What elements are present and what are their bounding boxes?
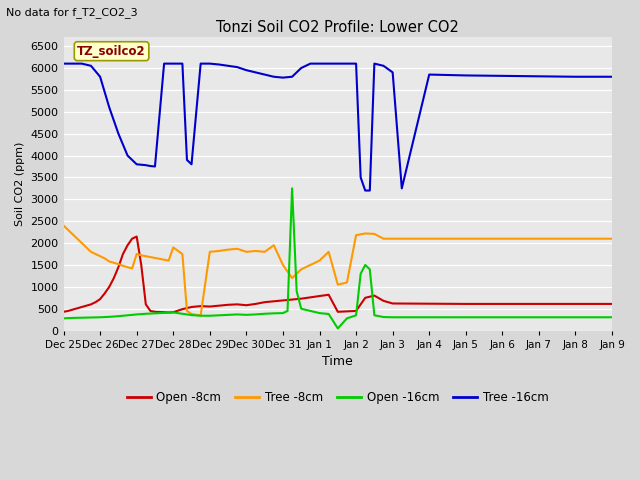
- X-axis label: Time: Time: [323, 355, 353, 368]
- Y-axis label: Soil CO2 (ppm): Soil CO2 (ppm): [15, 142, 25, 226]
- Text: TZ_soilco2: TZ_soilco2: [77, 45, 146, 58]
- Legend: Open -8cm, Tree -8cm, Open -16cm, Tree -16cm: Open -8cm, Tree -8cm, Open -16cm, Tree -…: [122, 386, 554, 409]
- Title: Tonzi Soil CO2 Profile: Lower CO2: Tonzi Soil CO2 Profile: Lower CO2: [216, 20, 460, 35]
- Text: No data for f_T2_CO2_3: No data for f_T2_CO2_3: [6, 7, 138, 18]
